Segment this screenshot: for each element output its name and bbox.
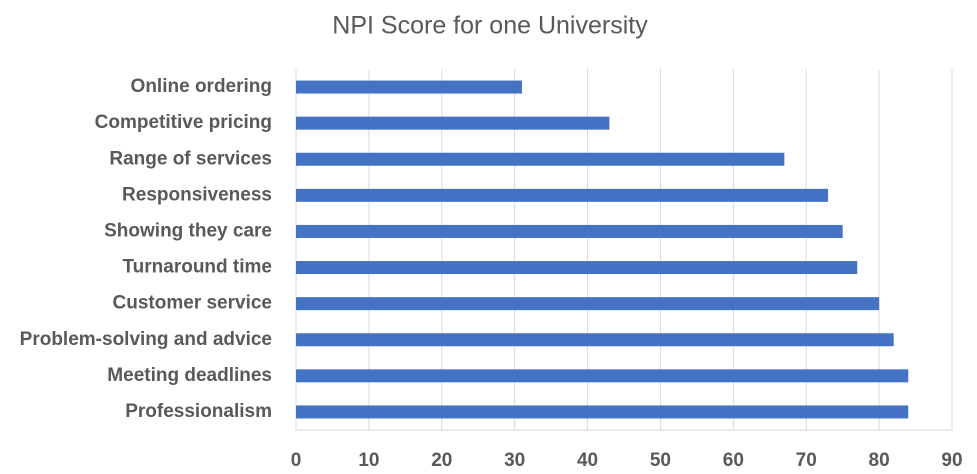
bar xyxy=(296,80,522,94)
y-tick-label: Professionalism xyxy=(125,401,272,422)
x-tick-label: 10 xyxy=(358,450,379,471)
y-tick-label: Competitive pricing xyxy=(95,112,272,133)
y-tick-label: Customer service xyxy=(113,293,272,314)
bar xyxy=(296,297,880,311)
y-tick-label: Problem-solving and advice xyxy=(20,329,272,350)
bar xyxy=(296,224,843,238)
x-tick-label: 90 xyxy=(941,450,962,471)
y-tick-label: Showing they care xyxy=(104,220,272,241)
x-tick-label: 0 xyxy=(291,450,302,471)
y-tick-label: Meeting deadlines xyxy=(107,365,272,386)
bar xyxy=(296,369,909,383)
y-tick-label: Responsiveness xyxy=(122,184,272,205)
x-tick-label: 70 xyxy=(796,450,817,471)
y-tick-label: Online ordering xyxy=(131,76,272,97)
x-tick-label: 20 xyxy=(431,450,452,471)
bar xyxy=(296,152,785,166)
bar xyxy=(296,333,894,347)
y-tick-label: Range of services xyxy=(109,148,272,169)
x-tick-label: 40 xyxy=(577,450,598,471)
x-tick-label: 60 xyxy=(723,450,744,471)
y-tick-label: Turnaround time xyxy=(122,257,272,278)
chart-title: NPI Score for one University xyxy=(332,12,648,40)
x-tick-label: 30 xyxy=(504,450,525,471)
bar xyxy=(296,116,610,130)
x-tick-label: 50 xyxy=(650,450,671,471)
bar xyxy=(296,405,909,419)
x-tick-label: 80 xyxy=(869,450,890,471)
bar xyxy=(296,261,858,275)
bar xyxy=(296,188,829,202)
